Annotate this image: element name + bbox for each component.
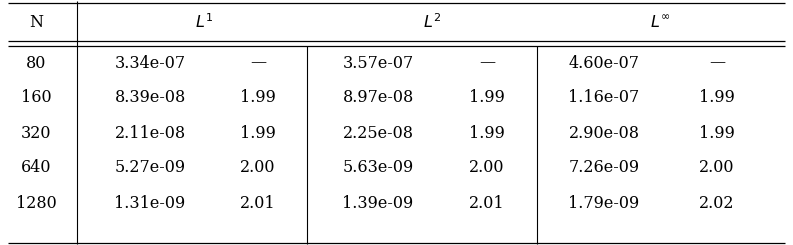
Text: 1.39e-09: 1.39e-09: [343, 195, 414, 211]
Text: 3.34e-07: 3.34e-07: [114, 54, 186, 72]
Text: 2.00: 2.00: [240, 159, 276, 176]
Text: 1.16e-07: 1.16e-07: [569, 89, 640, 107]
Text: $L^1$: $L^1$: [195, 14, 213, 32]
Text: 2.01: 2.01: [469, 195, 505, 211]
Text: 3.57e-07: 3.57e-07: [343, 54, 414, 72]
Text: 2.00: 2.00: [699, 159, 735, 176]
Text: 80: 80: [26, 54, 46, 72]
Text: 2.01: 2.01: [240, 195, 276, 211]
Text: $L^2$: $L^2$: [423, 14, 442, 32]
Text: 8.97e-08: 8.97e-08: [343, 89, 414, 107]
Text: 1.99: 1.99: [240, 89, 276, 107]
Text: 2.11e-08: 2.11e-08: [114, 124, 186, 142]
Text: 320: 320: [21, 124, 52, 142]
Text: 1.99: 1.99: [469, 124, 505, 142]
Text: 5.63e-09: 5.63e-09: [343, 159, 414, 176]
Text: —: —: [250, 54, 266, 72]
Text: —: —: [479, 54, 495, 72]
Text: 1.99: 1.99: [240, 124, 276, 142]
Text: 1.99: 1.99: [699, 89, 735, 107]
Text: 7.26e-09: 7.26e-09: [569, 159, 640, 176]
Text: 2.90e-08: 2.90e-08: [569, 124, 639, 142]
Text: 1.99: 1.99: [699, 124, 735, 142]
Text: 8.39e-08: 8.39e-08: [114, 89, 186, 107]
Text: —: —: [709, 54, 725, 72]
Text: 1280: 1280: [16, 195, 56, 211]
Text: $L^{\infty}$: $L^{\infty}$: [650, 14, 671, 32]
Text: 640: 640: [21, 159, 52, 176]
Text: 1.79e-09: 1.79e-09: [569, 195, 640, 211]
Text: 160: 160: [21, 89, 52, 107]
Text: 2.00: 2.00: [469, 159, 505, 176]
Text: 2.02: 2.02: [699, 195, 735, 211]
Text: 5.27e-09: 5.27e-09: [114, 159, 186, 176]
Text: 2.25e-08: 2.25e-08: [343, 124, 413, 142]
Text: 4.60e-07: 4.60e-07: [569, 54, 639, 72]
Text: N: N: [29, 14, 43, 32]
Text: 1.99: 1.99: [469, 89, 505, 107]
Text: 1.31e-09: 1.31e-09: [114, 195, 186, 211]
